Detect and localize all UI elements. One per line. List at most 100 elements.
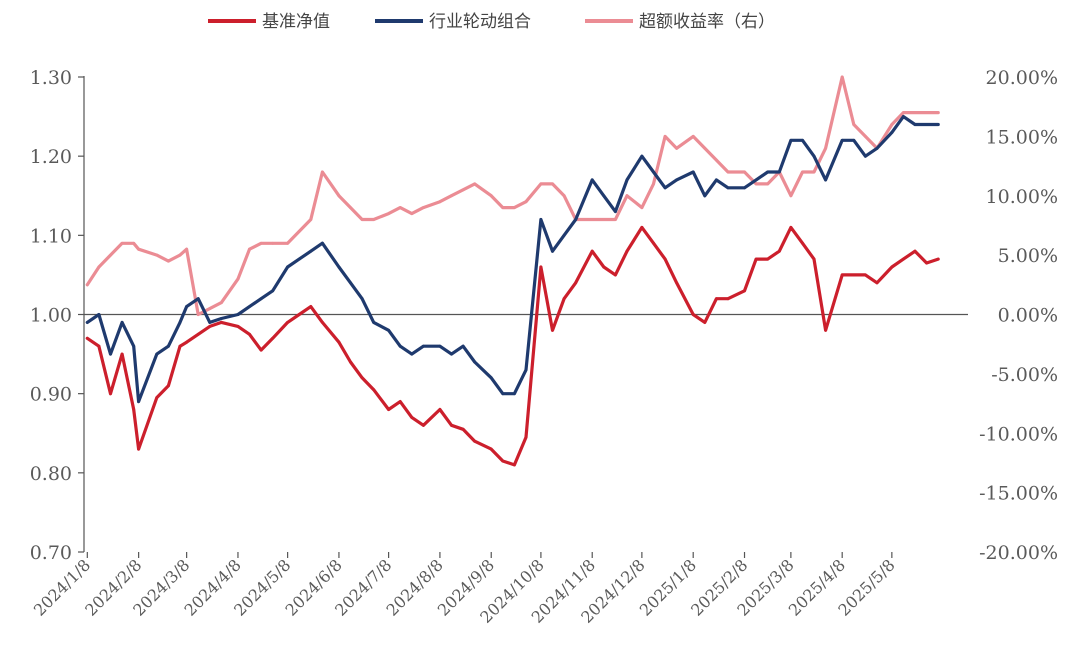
y-tick-label-left: 0.80 xyxy=(30,463,72,485)
data-point-portfolio xyxy=(185,305,189,308)
data-point-portfolio xyxy=(387,328,390,332)
data-point-benchmark xyxy=(438,408,442,411)
data-point-portfolio xyxy=(297,257,301,261)
data-point-excess xyxy=(259,241,263,245)
y-tick-label-left: 0.90 xyxy=(30,384,72,406)
data-point-portfolio xyxy=(167,344,170,348)
data-point-portfolio xyxy=(109,352,112,356)
y-tick-label-left: 1.00 xyxy=(30,305,72,327)
data-point-portfolio xyxy=(271,289,275,293)
data-point-excess xyxy=(551,182,554,186)
data-point-benchmark xyxy=(109,392,112,396)
data-point-benchmark xyxy=(132,408,136,411)
data-point-excess xyxy=(155,253,159,257)
data-point-benchmark xyxy=(185,340,189,344)
data-point-portfolio xyxy=(840,138,844,142)
data-point-portfolio xyxy=(85,321,89,324)
data-point-portfolio xyxy=(309,249,313,253)
data-point-portfolio xyxy=(754,178,758,182)
series-line-excess xyxy=(85,75,940,317)
data-point-portfolio xyxy=(120,321,124,324)
data-point-excess xyxy=(438,200,442,204)
data-point-portfolio xyxy=(875,146,879,150)
data-point-benchmark xyxy=(864,273,867,277)
data-point-portfolio xyxy=(461,344,465,348)
data-point-excess xyxy=(902,111,905,114)
data-point-excess xyxy=(220,301,223,304)
data-point-benchmark xyxy=(473,439,477,443)
series-excess xyxy=(85,75,940,317)
data-point-portfolio xyxy=(473,360,477,364)
data-point-benchmark xyxy=(902,257,905,261)
data-point-benchmark xyxy=(840,273,844,277)
legend-item-portfolio: 行业轮动组合 xyxy=(375,12,531,32)
data-point-excess xyxy=(167,259,170,263)
data-point-portfolio xyxy=(259,297,263,301)
data-point-portfolio xyxy=(852,138,856,142)
data-point-excess xyxy=(398,206,402,210)
data-point-benchmark xyxy=(913,249,917,253)
data-point-portfolio xyxy=(902,115,905,118)
legend-item-benchmark: 基准净值 xyxy=(208,12,330,32)
data-point-portfolio xyxy=(132,344,136,348)
data-point-benchmark xyxy=(489,447,493,451)
data-point-benchmark xyxy=(196,332,200,336)
data-point-portfolio xyxy=(551,249,554,253)
data-point-portfolio xyxy=(372,321,376,324)
legend-item-excess: 超额收益率（右） xyxy=(585,12,775,32)
data-point-excess xyxy=(196,313,200,316)
data-point-benchmark xyxy=(539,265,543,269)
data-point-excess xyxy=(236,277,240,281)
data-point-portfolio xyxy=(652,170,655,174)
data-point-portfolio xyxy=(715,178,718,182)
data-point-excess xyxy=(132,241,136,245)
data-point-excess xyxy=(703,146,707,150)
data-point-excess xyxy=(387,212,390,216)
data-point-benchmark xyxy=(875,281,879,285)
data-point-excess xyxy=(524,200,528,204)
data-point-benchmark xyxy=(337,340,341,344)
y-tick-label-right: -5.00% xyxy=(991,364,1058,386)
data-point-benchmark xyxy=(824,328,827,332)
data-point-benchmark xyxy=(614,273,617,277)
data-point-excess xyxy=(754,182,758,186)
data-point-excess xyxy=(286,241,289,245)
data-point-excess xyxy=(422,206,425,210)
data-point-benchmark xyxy=(777,249,781,253)
data-point-portfolio xyxy=(726,186,730,190)
data-point-excess xyxy=(726,170,730,174)
data-point-benchmark xyxy=(286,321,289,324)
data-point-portfolio xyxy=(398,344,402,348)
legend-label: 超额收益率（右） xyxy=(639,12,775,32)
data-point-benchmark xyxy=(640,226,644,229)
data-point-benchmark xyxy=(220,321,223,324)
data-point-portfolio xyxy=(539,218,543,221)
data-point-portfolio xyxy=(236,313,240,316)
y-tick-label-right: 15.00% xyxy=(986,126,1058,148)
data-point-portfolio xyxy=(590,178,594,182)
data-point-portfolio xyxy=(450,352,453,356)
y-tick-label-left: 1.10 xyxy=(30,225,72,247)
data-point-portfolio xyxy=(196,297,200,301)
data-point-portfolio xyxy=(675,178,678,182)
data-point-excess xyxy=(360,218,364,221)
data-point-portfolio xyxy=(864,154,867,158)
data-point-excess xyxy=(852,123,856,126)
data-point-portfolio xyxy=(703,194,707,198)
data-point-excess xyxy=(410,212,414,216)
data-point-excess xyxy=(789,194,793,198)
data-point-portfolio xyxy=(489,376,493,380)
data-point-benchmark xyxy=(372,388,376,392)
data-point-excess xyxy=(208,307,212,310)
data-point-excess xyxy=(185,247,189,251)
data-point-benchmark xyxy=(167,384,170,388)
data-point-benchmark xyxy=(675,281,678,285)
data-point-benchmark xyxy=(360,376,364,380)
data-point-excess xyxy=(824,146,827,150)
data-point-excess xyxy=(602,218,606,221)
data-point-portfolio xyxy=(438,344,442,348)
data-point-excess xyxy=(349,206,352,210)
data-point-benchmark xyxy=(248,332,251,336)
data-point-excess xyxy=(321,170,324,174)
data-point-benchmark xyxy=(155,396,159,399)
